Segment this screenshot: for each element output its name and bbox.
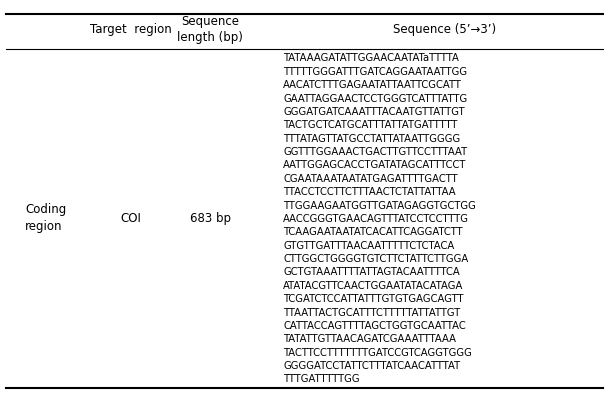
Text: TATATTGTTAACAGATCGAAATTTAAA: TATATTGTTAACAGATCGAAATTTAAA <box>283 334 456 344</box>
Text: TTAATTACTGCATTTCTTTTTATTATTGT: TTAATTACTGCATTTCTTTTTATTATTGT <box>283 308 460 318</box>
Text: Target  region: Target region <box>90 23 172 36</box>
Text: GCTGTAAATTTTATTAGTACAATTTTCA: GCTGTAAATTTTATTAGTACAATTTTCA <box>283 267 460 277</box>
Text: AATTGGAGCACCTGATATAGCATTTCCT: AATTGGAGCACCTGATATAGCATTTCCT <box>283 160 466 170</box>
Text: GGGGATCCTATTCTTTATCAACATTTAT: GGGGATCCTATTCTTTATCAACATTTAT <box>283 361 460 371</box>
Text: Sequence
length (bp): Sequence length (bp) <box>177 16 243 44</box>
Text: GGGATGATCAAATTTACAATGTTATTGT: GGGATGATCAAATTTACAATGTTATTGT <box>283 107 465 117</box>
Text: TCGATCTCCATTATTTGTGTGAGCAGTT: TCGATCTCCATTATTTGTGTGAGCAGTT <box>283 294 463 304</box>
Text: TACTTCCTTTTTTTGATCCGTCAGGTGGG: TACTTCCTTTTTTTGATCCGTCAGGTGGG <box>283 347 472 358</box>
Text: CGAATAAATAATATGAGATTTTGACTT: CGAATAAATAATATGAGATTTTGACTT <box>283 174 458 184</box>
Text: Sequence (5’→3’): Sequence (5’→3’) <box>393 23 496 36</box>
Text: TTACCTCCTTCTTTAACTCTATTATTAA: TTACCTCCTTCTTTAACTCTATTATTAA <box>283 187 456 197</box>
Text: TTGGAAGAATGGTTGATAGAGGTGCTGG: TTGGAAGAATGGTTGATAGAGGTGCTGG <box>283 201 476 211</box>
Text: AACATCTTTGAGAATATTAATTCGCATT: AACATCTTTGAGAATATTAATTCGCATT <box>283 80 462 90</box>
Text: CTTGGCTGGGGTGTCTTCTATTCTTGGA: CTTGGCTGGGGTGTCTTCTATTCTTGGA <box>283 254 468 264</box>
Text: GAATTAGGAACTCCTGGGTCATTTATTG: GAATTAGGAACTCCTGGGTCATTTATTG <box>283 94 468 103</box>
Text: 683 bp: 683 bp <box>189 212 231 225</box>
Text: ATATACGTTCAACTGGAATATACATAGA: ATATACGTTCAACTGGAATATACATAGA <box>283 281 463 291</box>
Text: COI: COI <box>121 212 141 225</box>
Text: TTTATAGTTATGCCTATTATAATTGGGG: TTTATAGTTATGCCTATTATAATTGGGG <box>283 134 460 144</box>
Text: CATTACCAGTTTTAGCTGGTGCAATTAC: CATTACCAGTTTTAGCTGGTGCAATTAC <box>283 321 466 331</box>
Text: Coding
region: Coding region <box>25 203 66 233</box>
Text: GGTTTGGAAACTGACTTGTTCCTTTAAT: GGTTTGGAAACTGACTTGTTCCTTTAAT <box>283 147 467 157</box>
Text: GTGTTGATTTAACAATTTTTCTCTACA: GTGTTGATTTAACAATTTTTCTCTACA <box>283 241 454 251</box>
Text: TCAAGAATAATATCACATTCAGGATCTT: TCAAGAATAATATCACATTCAGGATCTT <box>283 227 463 237</box>
Text: TTTGATTTTTGG: TTTGATTTTTGG <box>283 375 360 384</box>
Text: AACCGGGTGAACAGTTTATCCTCCTTTG: AACCGGGTGAACAGTTTATCCTCCTTTG <box>283 214 469 224</box>
Text: TTTTTGGGATTTGATCAGGAATAATTGG: TTTTTGGGATTTGATCAGGAATAATTGG <box>283 67 467 77</box>
Text: TATAAAGATATTGGAACAATATaTTTTA: TATAAAGATATTGGAACAATATaTTTTA <box>283 53 459 63</box>
Text: TACTGCTCATGCATTTATTATGATTTTT: TACTGCTCATGCATTTATTATGATTTTT <box>283 120 457 130</box>
